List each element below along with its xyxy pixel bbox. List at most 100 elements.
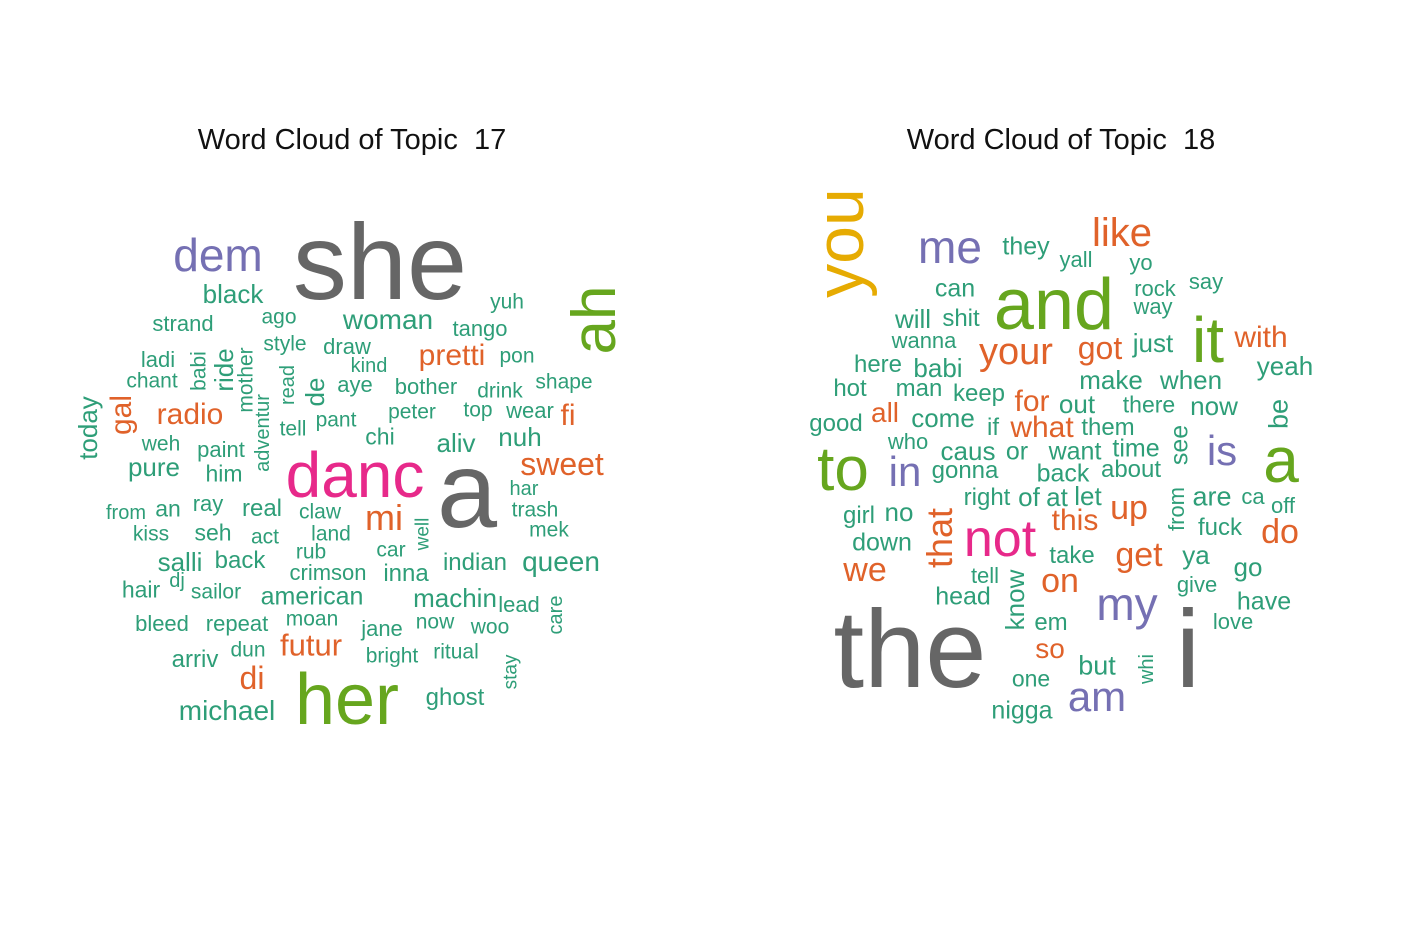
cloud-word: am bbox=[1067, 673, 1127, 720]
cloud-word: and bbox=[993, 265, 1115, 345]
cloud-word: har bbox=[509, 478, 539, 500]
cloud-word: here bbox=[853, 351, 903, 378]
cloud-word: kiss bbox=[132, 522, 170, 546]
cloud-word: time bbox=[1112, 434, 1160, 463]
cloud-word: let bbox=[1074, 481, 1102, 511]
cloud-word: your bbox=[979, 331, 1053, 373]
cloud-word: have bbox=[1236, 587, 1292, 616]
cloud-word: chi bbox=[365, 423, 395, 450]
cloud-word: not bbox=[963, 510, 1037, 568]
cloud-word: take bbox=[1049, 542, 1095, 569]
cloud-word: off bbox=[1270, 493, 1296, 518]
cloud-word: claw bbox=[298, 500, 342, 524]
cloud-word: sailor bbox=[190, 580, 242, 604]
cloud-word: nigga bbox=[991, 696, 1053, 725]
cloud-word: arriv bbox=[171, 646, 219, 673]
cloud-word: rub bbox=[295, 540, 327, 564]
cloud-word: right bbox=[963, 484, 1011, 511]
cloud-word: tango bbox=[452, 316, 508, 341]
cloud-word: fi bbox=[560, 399, 576, 432]
cloud-word: strand bbox=[152, 311, 214, 336]
cloud-word: man bbox=[895, 375, 943, 402]
cloud-word: trash bbox=[511, 498, 559, 522]
cloud-word: dem bbox=[173, 229, 263, 281]
cloud-word: repeat bbox=[205, 611, 269, 636]
cloud-word: a bbox=[436, 429, 498, 550]
cloud-word: shape bbox=[535, 370, 593, 394]
cloud-word: seh bbox=[194, 519, 232, 546]
cloud-word: pretti bbox=[418, 339, 486, 372]
cloud-word: american bbox=[260, 582, 364, 611]
cloud-word: from bbox=[106, 502, 146, 524]
cloud-word: pant bbox=[315, 408, 357, 432]
cloud-word: way bbox=[1133, 294, 1173, 319]
cloud-word: black bbox=[202, 279, 264, 309]
cloud-word: indian bbox=[442, 549, 508, 576]
cloud-word: ago bbox=[261, 305, 297, 329]
cloud-word: she bbox=[292, 201, 468, 322]
cloud-word: woman bbox=[342, 304, 434, 335]
cloud-word: see bbox=[1165, 424, 1194, 466]
cloud-word: radio bbox=[156, 398, 224, 431]
cloud-word: is bbox=[1206, 427, 1238, 474]
cloud-word: a bbox=[1263, 424, 1299, 496]
cloud-word: keep bbox=[952, 380, 1006, 407]
cloud-word: babi bbox=[913, 353, 963, 383]
cloud-word: i bbox=[1175, 588, 1201, 711]
cloud-word: love bbox=[1212, 609, 1254, 634]
cloud-word: one bbox=[1011, 665, 1051, 692]
cloud-word: good bbox=[809, 410, 863, 437]
cloud-word: head bbox=[935, 582, 991, 611]
cloud-word: for bbox=[1014, 385, 1050, 418]
cloud-word: they bbox=[1002, 232, 1050, 261]
cloud-word: at bbox=[1046, 482, 1068, 512]
cloud-word: do bbox=[1261, 513, 1299, 551]
cloud-word: drink bbox=[477, 379, 523, 403]
cloud-word: ya bbox=[1182, 540, 1210, 570]
cloud-word: woo bbox=[470, 615, 510, 639]
cloud-word: if bbox=[987, 414, 999, 441]
cloud-word: who bbox=[887, 429, 929, 454]
cloud-word: with bbox=[1234, 321, 1288, 354]
cloud-word: ray bbox=[192, 491, 224, 516]
cloud-word: moan bbox=[285, 607, 339, 631]
cloud-word: me bbox=[918, 221, 982, 273]
cloud-word: top bbox=[463, 398, 493, 422]
cloud-word: be bbox=[1263, 398, 1294, 430]
cloud-word: now bbox=[1190, 391, 1238, 421]
cloud-word: no bbox=[884, 497, 914, 527]
cloud-word: ghost bbox=[425, 684, 485, 711]
cloud-word: you bbox=[802, 188, 878, 298]
cloud-word: an bbox=[155, 495, 181, 522]
cloud-word: but bbox=[1078, 650, 1116, 681]
cloud-word: rock bbox=[1134, 276, 1176, 301]
cloud-word: the bbox=[833, 588, 987, 711]
cloud-word: ladi bbox=[140, 347, 176, 372]
cloud-word: from bbox=[1164, 487, 1189, 531]
cloud-word: say bbox=[1188, 269, 1224, 294]
cloud-word: caus bbox=[940, 436, 996, 466]
cloud-word: tell bbox=[970, 563, 1000, 588]
cloud-word: go bbox=[1233, 552, 1263, 582]
cloud-word: gonna bbox=[931, 457, 999, 484]
cloud-word: yall bbox=[1059, 247, 1093, 272]
cloud-word: em bbox=[1034, 609, 1068, 636]
cloud-word: whi bbox=[1136, 653, 1158, 685]
cloud-word: bother bbox=[394, 374, 458, 399]
cloud-word: when bbox=[1159, 365, 1223, 395]
cloud-word: out bbox=[1058, 389, 1096, 419]
cloud-word: aliv bbox=[436, 428, 476, 458]
cloud-word: ritual bbox=[433, 640, 479, 664]
cloud-word: land bbox=[311, 522, 351, 546]
cloud-word: like bbox=[1091, 211, 1153, 255]
cloud-word: that bbox=[919, 507, 960, 569]
cloud-word: act bbox=[250, 525, 280, 549]
cloud-word: make bbox=[1079, 365, 1143, 395]
cloud-word: on bbox=[1041, 562, 1079, 600]
cloud-word: it bbox=[1192, 304, 1224, 376]
cloud-word: girl bbox=[842, 502, 876, 529]
cloud-word: we bbox=[843, 551, 887, 589]
cloud-word: to bbox=[817, 435, 869, 504]
cloud-word: di bbox=[239, 660, 265, 696]
